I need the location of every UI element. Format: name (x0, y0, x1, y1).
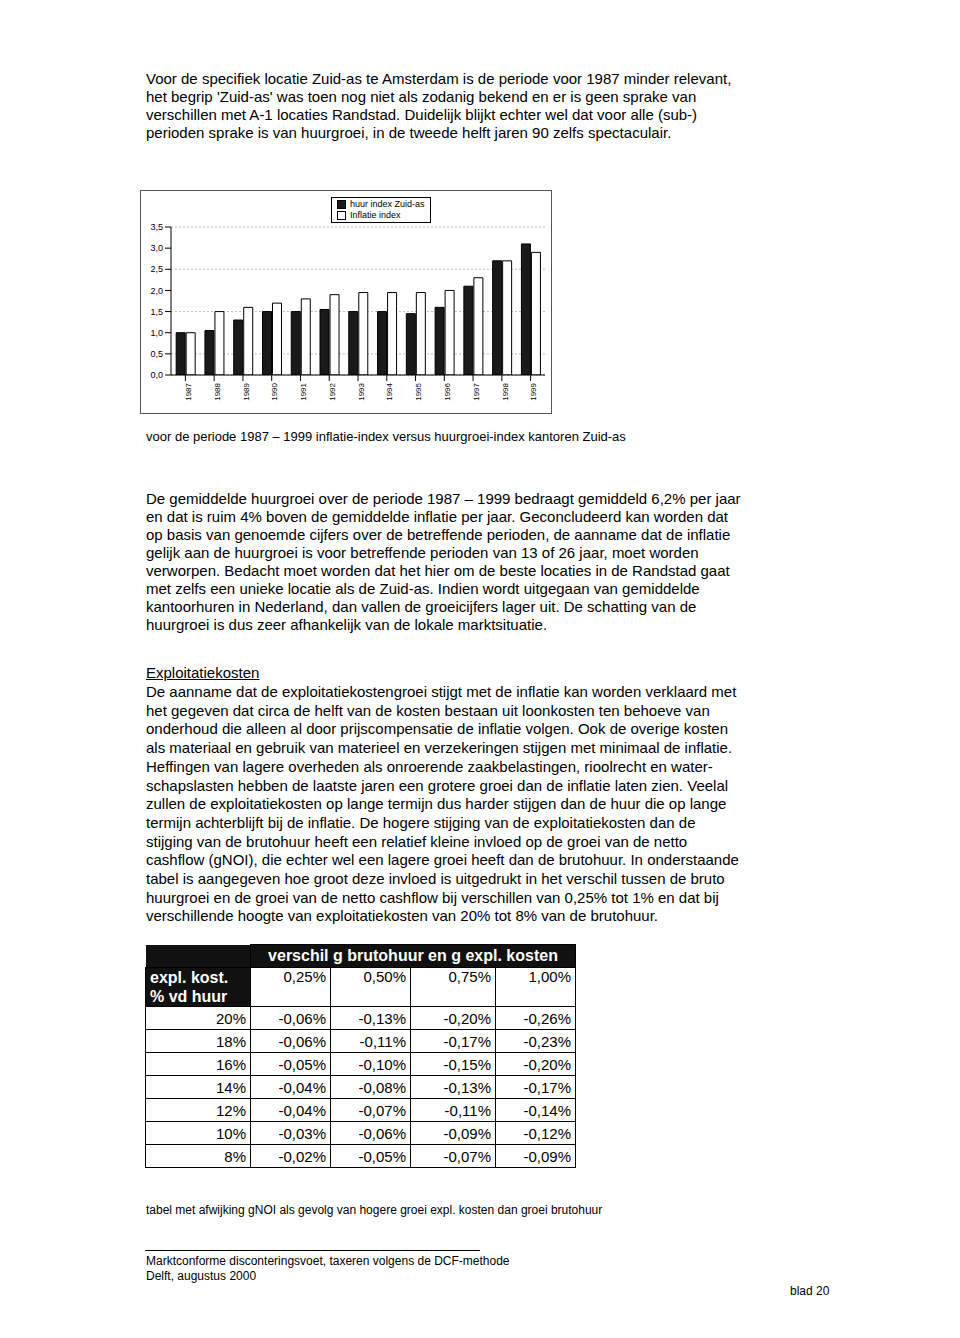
html-text:14%: 14% (216, 1078, 246, 1096)
html-text:huur index Zuid-as: huur index Zuid-as (350, 199, 425, 209)
html-text:Voor de specifiek locatie Zuid: Voor de specifiek locatie Zuid-as te Ams… (146, 70, 732, 87)
html-text:expl. kost.: expl. kost. (150, 969, 229, 986)
html-text:perioden sprake is van huurgro: perioden sprake is van huurgroei, in de … (146, 124, 672, 141)
html-text:onderhoud die alleen al door p: onderhoud die alleen al door prijscompen… (146, 720, 728, 738)
svg-text:1989: 1989 (242, 382, 251, 400)
html-text:-0,06%: -0,06% (278, 1009, 326, 1027)
html-text:-0,09%: -0,09% (443, 1124, 491, 1142)
html-text:voor de periode 1987 – 1999 in: voor de periode 1987 – 1999 inflatie-ind… (146, 429, 626, 444)
svg-text:1997: 1997 (472, 382, 481, 400)
html-text:-0,11%: -0,11% (359, 1032, 406, 1050)
html-text:blad 20: blad 20 (790, 1284, 830, 1298)
svg-text:2,5: 2,5 (150, 264, 163, 274)
html-text:huurgroei en de groei van de n: huurgroei en de groei van de netto cashf… (146, 888, 719, 906)
html-text:gelijk aan de huurgroei is voo: gelijk aan de huurgroei is voor betreffe… (146, 544, 699, 561)
svg-text:1992: 1992 (328, 382, 337, 400)
html-text:16%: 16% (216, 1055, 246, 1073)
svg-text:0,0: 0,0 (150, 370, 163, 380)
svg-text:2,0: 2,0 (150, 286, 163, 296)
svg-text:1990: 1990 (270, 382, 279, 400)
svg-text:1996: 1996 (443, 382, 452, 400)
html-text:8%: 8% (224, 1147, 246, 1165)
html-text:-0,23%: -0,23% (523, 1032, 571, 1050)
html-text:1,00%: 1,00% (528, 968, 571, 985)
html-text:zullen de exploitatiekosten op: zullen de exploitatiekosten op lange ter… (146, 795, 727, 813)
svg-text:1995: 1995 (414, 382, 423, 400)
html-text:-0,02%: -0,02% (278, 1147, 326, 1165)
svg-text:3,5: 3,5 (150, 222, 163, 232)
html-text:schapslasten hebben de laatste: schapslasten hebben de laatste jaren een… (146, 776, 729, 794)
html-text:18%: 18% (216, 1032, 246, 1050)
html-text:Delft, augustus 2000: Delft, augustus 2000 (146, 1269, 257, 1283)
html-text:-0,04%: -0,04% (278, 1101, 326, 1119)
html-text:-0,12%: -0,12% (523, 1124, 571, 1142)
html-text:-0,08%: -0,08% (358, 1078, 406, 1096)
html-text:-0,05%: -0,05% (278, 1055, 326, 1073)
html-text:-0,15%: -0,15% (443, 1055, 491, 1073)
svg-text:1998: 1998 (501, 382, 510, 400)
html-text:0,25%: 0,25% (283, 968, 326, 985)
html-text:0,50%: 0,50% (363, 968, 406, 985)
html-text:tabel is aangegeven hoe groot: tabel is aangegeven hoe groot deze invlo… (146, 870, 725, 887)
html-text:-0,04%: -0,04% (278, 1078, 326, 1096)
svg-text:1999: 1999 (529, 382, 538, 400)
html-text:cashflow (gNOI), die echter we: cashflow (gNOI), die echter wel een lage… (146, 851, 739, 869)
html-text:-0,20%: -0,20% (443, 1009, 491, 1027)
html-text:het begrip 'Zuid-as' was toen: het begrip 'Zuid-as' was toen nog niet a… (146, 88, 697, 105)
html-text:Exploitatiekosten: Exploitatiekosten (146, 664, 260, 681)
html-text:-0,11%: -0,11% (444, 1101, 491, 1119)
svg-text:1994: 1994 (385, 382, 394, 400)
html-text:huurgroei is dus zeer afhankel: huurgroei is dus zeer afhankelijk van de… (146, 616, 547, 633)
svg-text:1987: 1987 (184, 382, 193, 400)
html-text:-0,07%: -0,07% (358, 1101, 406, 1119)
svg-text:1993: 1993 (357, 382, 366, 400)
html-text:Inflatie index: Inflatie index (350, 210, 401, 220)
html-text:stijging van de brutohuur heef: stijging van de brutohuur heeft een rela… (146, 832, 688, 850)
html-text:10%: 10% (216, 1124, 246, 1142)
html-text:-0,13%: -0,13% (358, 1009, 406, 1027)
html-text:0,75%: 0,75% (448, 968, 491, 985)
html-text:met zelfs een unieke locatie a: met zelfs een unieke locatie als de Zuid… (146, 580, 700, 597)
svg-text:0,5: 0,5 (150, 349, 163, 359)
html-text:Marktconforme disconteringsvoe: Marktconforme disconteringsvoet, taxeren… (146, 1254, 510, 1268)
html-text:verschillende hoogte van explo: verschillende hoogte van exploitatiekost… (146, 907, 658, 925)
html-text:verschillen met A-1 locaties R: verschillen met A-1 locaties Randstad. D… (146, 106, 698, 123)
html-text:termijn achterblijft bij de in: termijn achterblijft bij de inflatie. De… (146, 813, 696, 831)
html-text:het gegeven dat circa de helft: het gegeven dat circa de helft van de ko… (146, 701, 710, 719)
html-text:verschil g brutohuur en g expl: verschil g brutohuur en g expl. kosten (268, 947, 558, 964)
html-text:20%: 20% (216, 1009, 246, 1027)
html-text:en dat is ruim 4% boven de gem: en dat is ruim 4% boven de gemiddelde in… (146, 508, 728, 525)
html-text:-0,09%: -0,09% (523, 1147, 571, 1165)
html-text:De gemiddelde huurgroei over d: De gemiddelde huurgroei over de periode … (146, 490, 741, 507)
html-text:op basis van genoemde cijfers: op basis van genoemde cijfers over de be… (146, 526, 731, 543)
html-text:-0,05%: -0,05% (358, 1147, 406, 1165)
html-text:als materiaal en gebruik van m: als materiaal en gebruik van materieel e… (146, 739, 733, 757)
html-text:tabel met afwijking gNOI als g: tabel met afwijking gNOI als gevolg van … (146, 1203, 603, 1217)
svg-text:1,5: 1,5 (150, 307, 163, 317)
html-text:12%: 12% (216, 1101, 246, 1119)
html-text:-0,10%: -0,10% (358, 1055, 406, 1073)
html-text:kantoorhuren in Nederland, dan: kantoorhuren in Nederland, dan vallen de… (146, 598, 697, 615)
html-text:-0,20%: -0,20% (523, 1055, 571, 1073)
html-text:-0,13%: -0,13% (443, 1078, 491, 1096)
html-text:-0,17%: -0,17% (443, 1032, 491, 1050)
html-text:Heffingen van lagere overheden: Heffingen van lagere overheden als onroe… (146, 757, 713, 775)
html-text:-0,17%: -0,17% (523, 1078, 571, 1096)
html-text:-0,26%: -0,26% (523, 1009, 571, 1027)
html-text:-0,07%: -0,07% (443, 1147, 491, 1165)
svg-text:3,0: 3,0 (150, 243, 163, 253)
html-text:-0,14%: -0,14% (523, 1101, 571, 1119)
svg-text:1988: 1988 (213, 382, 222, 400)
svg-text:1991: 1991 (299, 382, 308, 400)
html-text:% vd huur: % vd huur (150, 988, 228, 1005)
html-text:verworpen. Bedacht moet worden: verworpen. Bedacht moet worden dat het h… (146, 562, 730, 579)
html-text:-0,06%: -0,06% (358, 1124, 406, 1142)
html-text:-0,03%: -0,03% (278, 1124, 326, 1142)
html-text:-0,06%: -0,06% (278, 1032, 326, 1050)
svg-text:1,0: 1,0 (150, 328, 163, 338)
html-text:De aanname dat de exploitatiek: De aanname dat de exploitatiekostengroei… (146, 683, 737, 700)
